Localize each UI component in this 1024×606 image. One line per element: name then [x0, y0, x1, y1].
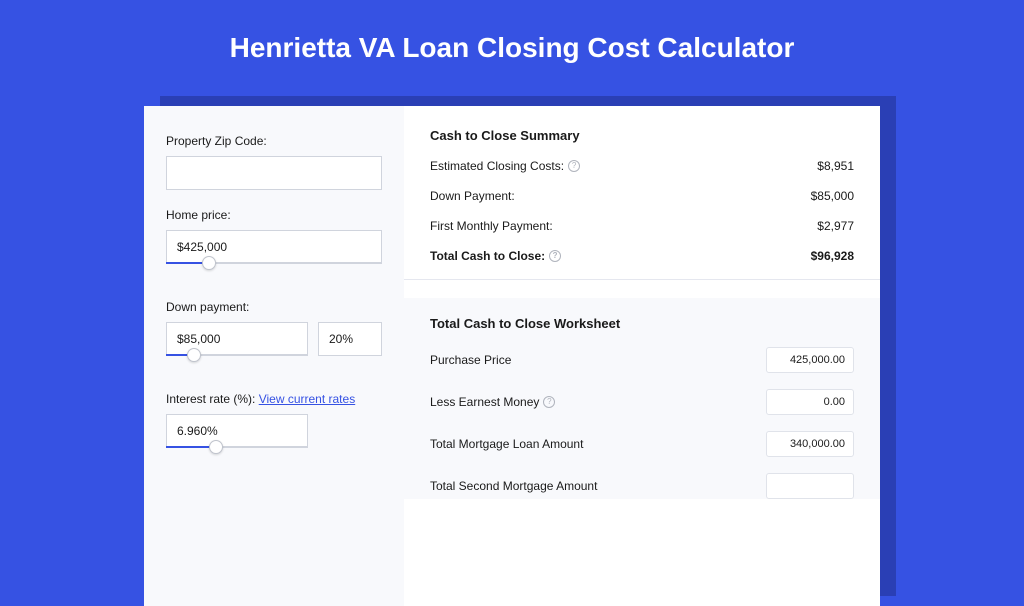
zip-input[interactable]: [166, 156, 382, 190]
summary-row-closing-costs: Estimated Closing Costs: ? $8,951: [430, 159, 854, 173]
worksheet-row-purchase-price: Purchase Price 425,000.00: [430, 347, 854, 373]
down-payment-slider[interactable]: [166, 354, 308, 374]
zip-field-group: Property Zip Code:: [166, 134, 382, 190]
interest-field-group: Interest rate (%): View current rates: [166, 392, 382, 466]
zip-label: Property Zip Code:: [166, 134, 382, 148]
worksheet-value-box[interactable]: [766, 473, 854, 499]
summary-row-down-payment: Down Payment: $85,000: [430, 189, 854, 203]
worksheet-value-box[interactable]: 0.00: [766, 389, 854, 415]
worksheet-row-second-mortgage: Total Second Mortgage Amount: [430, 473, 854, 499]
summary-value: $8,951: [817, 159, 854, 173]
down-payment-pct-input[interactable]: [318, 322, 382, 356]
main-panel: Cash to Close Summary Estimated Closing …: [404, 106, 880, 606]
home-price-input[interactable]: [166, 230, 382, 264]
worksheet-value-box[interactable]: 425,000.00: [766, 347, 854, 373]
worksheet-row-mortgage-amount: Total Mortgage Loan Amount 340,000.00: [430, 431, 854, 457]
summary-heading: Cash to Close Summary: [430, 128, 854, 143]
summary-total-label: Total Cash to Close:: [430, 249, 545, 263]
summary-label: Down Payment:: [430, 189, 515, 203]
worksheet-block: Total Cash to Close Worksheet Purchase P…: [404, 298, 880, 499]
home-price-field-group: Home price:: [166, 208, 382, 282]
worksheet-label: Total Mortgage Loan Amount: [430, 437, 583, 451]
summary-value: $2,977: [817, 219, 854, 233]
summary-label: Estimated Closing Costs:: [430, 159, 564, 173]
sidebar: Property Zip Code: Home price: Down paym…: [144, 106, 404, 606]
summary-row-first-payment: First Monthly Payment: $2,977: [430, 219, 854, 233]
home-price-label: Home price:: [166, 208, 382, 222]
view-rates-link[interactable]: View current rates: [259, 392, 356, 406]
slider-thumb[interactable]: [209, 440, 223, 454]
page-title: Henrietta VA Loan Closing Cost Calculato…: [0, 0, 1024, 88]
interest-label-text: Interest rate (%):: [166, 392, 259, 406]
down-payment-field-group: Down payment:: [166, 300, 382, 374]
help-icon[interactable]: ?: [543, 396, 555, 408]
interest-label: Interest rate (%): View current rates: [166, 392, 382, 406]
calculator-card: Property Zip Code: Home price: Down paym…: [144, 106, 880, 606]
interest-input[interactable]: [166, 414, 308, 448]
worksheet-label: Less Earnest Money: [430, 395, 539, 409]
down-payment-label: Down payment:: [166, 300, 382, 314]
summary-label: First Monthly Payment:: [430, 219, 553, 233]
summary-value: $85,000: [811, 189, 854, 203]
summary-row-total: Total Cash to Close: ? $96,928: [430, 249, 854, 263]
divider: [404, 279, 880, 280]
interest-slider[interactable]: [166, 446, 308, 466]
help-icon[interactable]: ?: [549, 250, 561, 262]
summary-total-value: $96,928: [811, 249, 854, 263]
worksheet-label: Total Second Mortgage Amount: [430, 479, 597, 493]
slider-thumb[interactable]: [202, 256, 216, 270]
help-icon[interactable]: ?: [568, 160, 580, 172]
home-price-slider[interactable]: [166, 262, 382, 282]
worksheet-heading: Total Cash to Close Worksheet: [430, 316, 854, 331]
worksheet-label: Purchase Price: [430, 353, 511, 367]
slider-thumb[interactable]: [187, 348, 201, 362]
worksheet-row-earnest-money: Less Earnest Money ? 0.00: [430, 389, 854, 415]
worksheet-value-box[interactable]: 340,000.00: [766, 431, 854, 457]
